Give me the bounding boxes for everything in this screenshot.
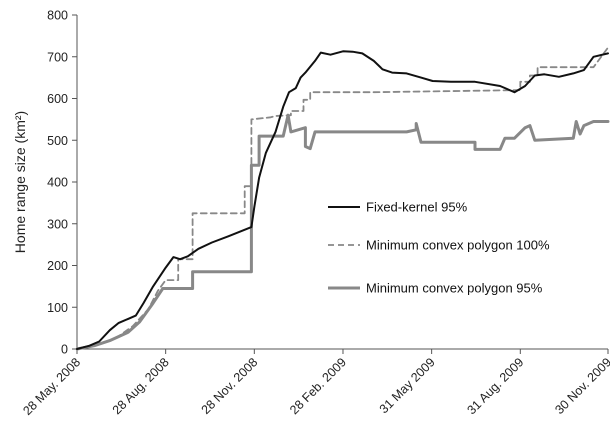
x-tick-label: 31 Aug. 2009 xyxy=(464,355,526,417)
y-tick-label: 800 xyxy=(47,9,68,23)
chart-legend: Fixed-kernel 95% Minimum convex polygon 1… xyxy=(328,200,550,296)
y-tick-label: 500 xyxy=(47,134,68,148)
y-tick-label: 400 xyxy=(47,176,68,190)
series-line-1 xyxy=(76,50,609,350)
x-tick-label: 28 Aug. 2008 xyxy=(110,355,172,417)
y-axis-title: Home range size (km²) xyxy=(12,111,28,253)
x-tick-label: 28 Nov. 2008 xyxy=(199,355,261,417)
legend-label-1: Fixed-kernel 95% xyxy=(366,200,468,215)
x-tick-label: 28 Feb. 2009 xyxy=(287,355,349,417)
y-tick-label: 200 xyxy=(47,259,68,273)
y-tick-label: 100 xyxy=(47,301,68,315)
y-tick-label: 700 xyxy=(47,50,68,64)
series-line-2 xyxy=(76,46,609,350)
y-tick-label: 600 xyxy=(47,92,68,106)
series-line-3 xyxy=(75,113,610,351)
chart-series xyxy=(75,46,610,351)
x-axis-ticks: 28 May. 2008 28 Aug. 2008 28 Nov. 2008 28 F… xyxy=(20,349,610,418)
legend-label-3: Minimum convex polygon 95% xyxy=(366,281,543,296)
x-tick-label: 30 Nov. 2009 xyxy=(552,355,610,417)
y-axis-ticks: 0 100 200 300 400 500 600 700 800 xyxy=(47,9,77,357)
x-tick-label: 31 May 2009 xyxy=(377,355,438,416)
legend-label-2: Minimum convex polygon 100% xyxy=(366,238,550,253)
x-tick-label: 28 May. 2008 xyxy=(20,355,83,418)
y-tick-label: 300 xyxy=(47,217,68,231)
y-tick-label: 0 xyxy=(61,343,68,357)
